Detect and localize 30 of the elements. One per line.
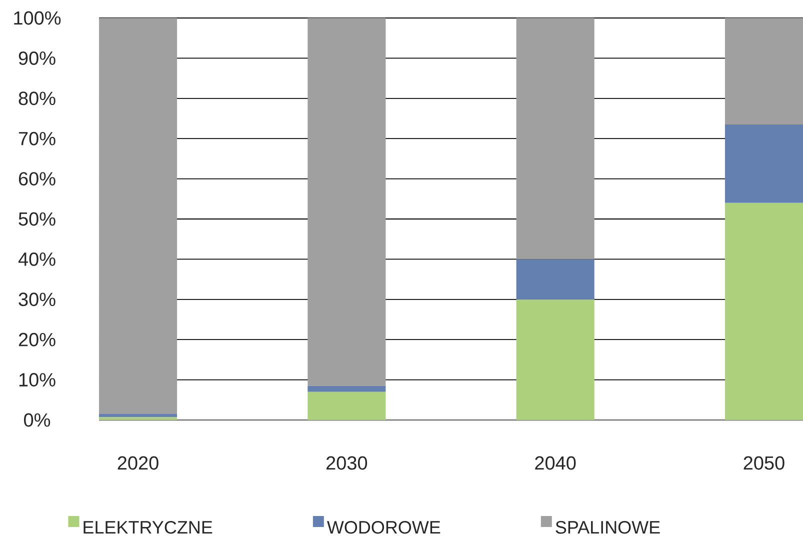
x-tick-label: 2030	[326, 456, 368, 470]
legend-label: SPALINOWE	[556, 520, 660, 534]
bar	[308, 392, 386, 420]
y-tick-label: 0%	[24, 413, 50, 427]
bar	[99, 414, 178, 418]
y-tick-label: 70%	[18, 132, 56, 146]
bar	[308, 18, 386, 386]
y-tick-label: 90%	[18, 51, 56, 65]
y-tick-label: 30%	[18, 292, 56, 306]
bar	[516, 259, 594, 300]
bar	[724, 202, 803, 420]
y-tick-label: 10%	[19, 373, 56, 387]
y-tick-label: 50%	[18, 212, 56, 226]
y-tick-label: 40%	[18, 252, 56, 266]
x-tick-label: 2050	[744, 456, 784, 470]
y-tick-label: 80%	[18, 92, 56, 106]
y-tick-label: 20%	[18, 332, 56, 346]
bar	[724, 18, 803, 125]
bar	[99, 18, 178, 414]
y-tick-label: 60%	[18, 172, 56, 186]
legend-label: WODOROWE	[327, 520, 440, 534]
y-tick-label: 100%	[14, 11, 61, 25]
bar	[516, 299, 594, 420]
bar	[99, 417, 178, 420]
x-tick-label: 2040	[535, 456, 576, 470]
x-tick-label: 2020	[118, 456, 158, 470]
bar	[724, 124, 803, 203]
legend-label: ELEKTRYCZNE	[84, 520, 212, 534]
bar	[308, 386, 386, 392]
bar	[516, 18, 594, 260]
